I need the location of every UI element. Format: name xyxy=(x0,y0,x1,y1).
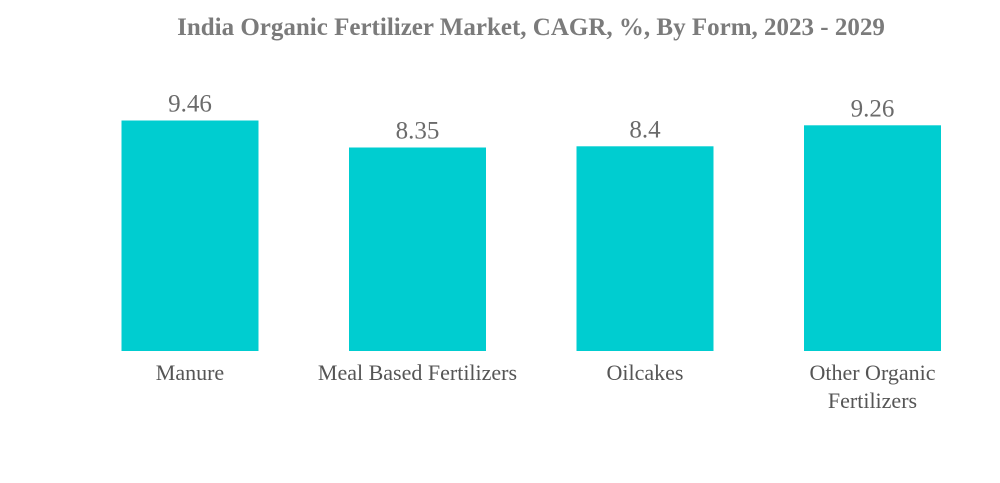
chart-title: India Organic Fertilizer Market, CAGR, %… xyxy=(177,14,885,41)
bar-value-label-2: 8.4 xyxy=(629,116,661,143)
bars-layer xyxy=(121,120,941,351)
bar-3 xyxy=(804,125,941,351)
category-label-1: Meal Based Fertilizers xyxy=(318,360,517,385)
category-label-0: Manure xyxy=(156,360,224,385)
bar-1 xyxy=(349,147,486,351)
bar-value-label-1: 8.35 xyxy=(396,118,440,145)
category-label-line: Oilcakes xyxy=(607,360,684,385)
category-label-line: Manure xyxy=(156,360,224,385)
bar-value-label-3: 9.26 xyxy=(851,95,895,122)
category-label-line: Fertilizers xyxy=(828,388,917,413)
category-labels-layer: Manure Meal Based Fertilizers Oilcakes Othe… xyxy=(156,360,936,413)
category-label-line: Other Organic xyxy=(809,360,935,385)
bar-2 xyxy=(576,146,714,351)
category-label-line: Meal Based Fertilizers xyxy=(318,360,517,385)
category-label-2: Oilcakes xyxy=(607,360,684,385)
category-label-3: Other Organic Fertilizers xyxy=(809,360,935,413)
value-labels-layer: 9.46 8.35 8.4 9.26 xyxy=(168,91,894,145)
bar-0 xyxy=(121,120,259,351)
bar-value-label-0: 9.46 xyxy=(168,91,212,118)
